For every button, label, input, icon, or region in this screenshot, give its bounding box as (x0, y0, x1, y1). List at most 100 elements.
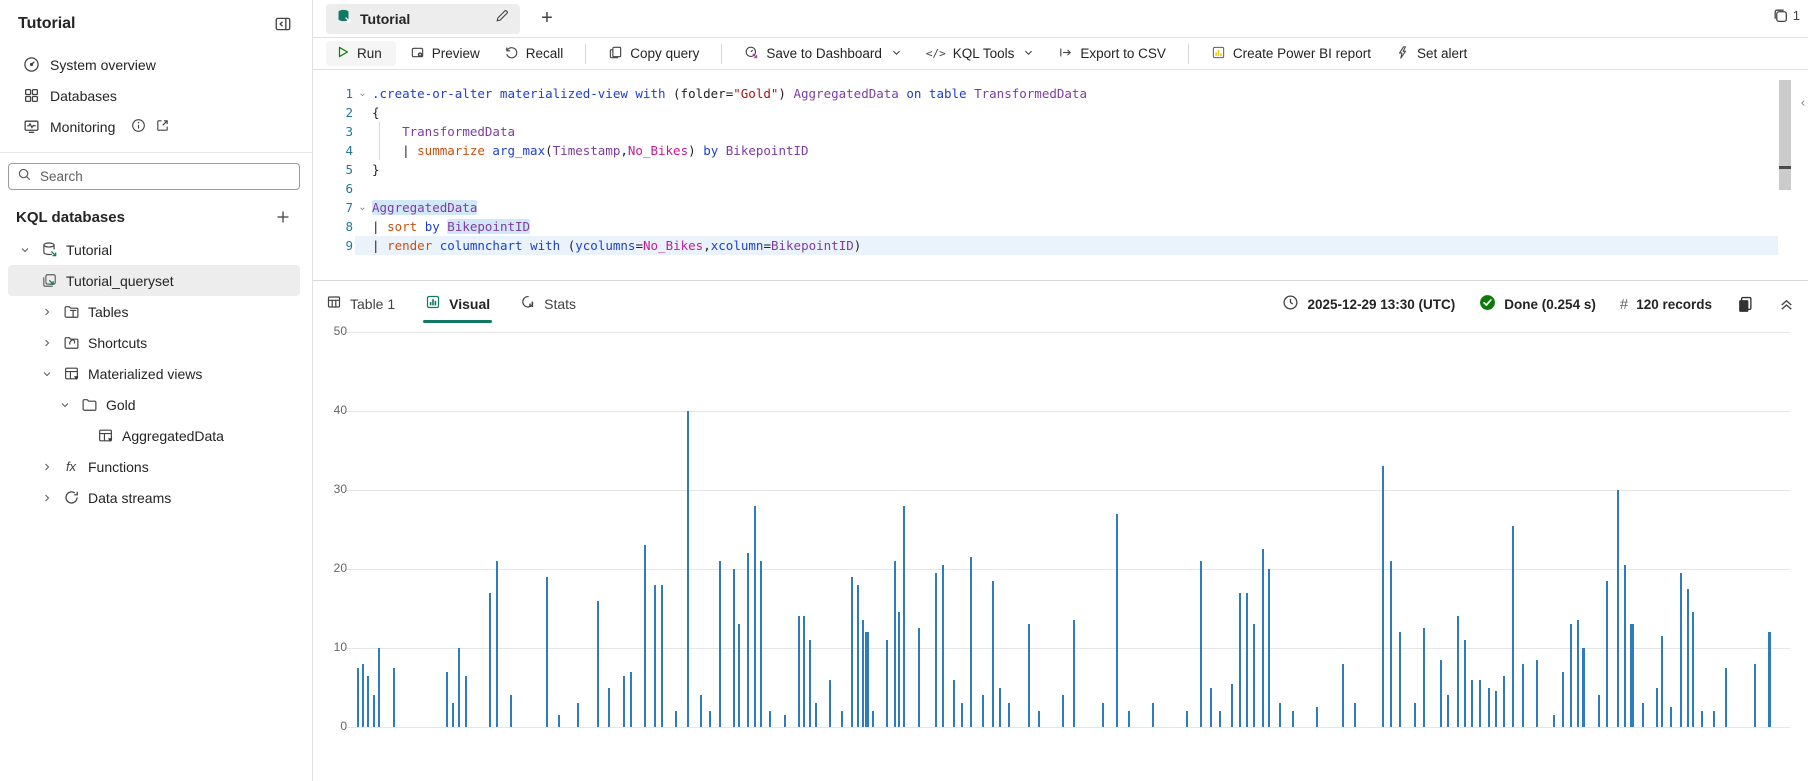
set-alert-button[interactable]: Set alert (1385, 41, 1477, 67)
chevron-right-icon[interactable] (40, 492, 54, 504)
code-text: .create-or-alter materialized-view with … (372, 86, 1087, 101)
chevron-down-icon[interactable] (40, 368, 54, 380)
chevron-right-icon[interactable] (40, 306, 54, 318)
copy-results-icon[interactable] (1736, 295, 1754, 313)
sidebar-nav: System overview Databases Monitoring (0, 45, 312, 144)
export-to-csv-button[interactable]: Export to CSV (1048, 41, 1176, 67)
copy-query-label: Copy query (630, 46, 700, 61)
chart-bar (1422, 628, 1425, 727)
code-line[interactable]: 1 ⌄ .create-or-alter materialized-view wit… (313, 84, 1808, 103)
chart-bar (894, 561, 897, 727)
create-power-bi-report-button[interactable]: Create Power BI report (1201, 41, 1381, 67)
chart-bar (1278, 703, 1281, 727)
chart-bar (1268, 569, 1271, 727)
chart-bar (841, 711, 844, 727)
workspace-title: Tutorial (18, 15, 76, 32)
tree-item-materialized-views[interactable]: Materialized views (8, 358, 300, 389)
fold-chevron-icon[interactable]: ⌄ (358, 202, 367, 213)
code-line[interactable]: 5} (313, 160, 1808, 179)
chart-bar (1606, 580, 1609, 727)
chart-bar (769, 711, 771, 727)
code-line[interactable]: 9 | render columnchart with (ycolumns=No_… (313, 236, 1808, 255)
tree-item-gold-folder[interactable]: Gold (8, 389, 300, 420)
edit-pencil-icon[interactable] (494, 8, 510, 29)
code-text: } (372, 162, 380, 177)
new-tab-button[interactable]: + (541, 7, 553, 29)
search-input[interactable]: Search (8, 163, 300, 190)
collapse-results-icon[interactable] (1778, 296, 1795, 313)
sidebar: Tutorial System overview Databases (0, 0, 313, 781)
chart-bar (1692, 612, 1695, 727)
add-database-icon[interactable] (272, 206, 294, 228)
sidebar-item-monitoring[interactable]: Monitoring (0, 111, 312, 142)
recall-button[interactable]: Recall (494, 41, 574, 67)
tree-item-shortcuts[interactable]: Shortcuts (8, 327, 300, 358)
fold-gutter (353, 179, 372, 198)
search-placeholder: Search (40, 169, 83, 184)
code-lines[interactable]: 1 ⌄ .create-or-alter materialized-view wit… (313, 70, 1808, 255)
info-icon[interactable] (131, 118, 146, 136)
power-bi-icon (1211, 45, 1226, 63)
kql-databases-header: KQL databases (0, 190, 312, 234)
save-to-dashboard-button[interactable]: Save to Dashboard (734, 41, 912, 67)
gridline (346, 489, 1790, 491)
tree-item-data-streams[interactable]: Data streams (8, 482, 300, 513)
kql-tools-button[interactable]: </> KQL Tools (916, 42, 1044, 65)
code-line[interactable]: 3 TransformedData (313, 122, 1808, 141)
code-line[interactable]: 4 | summarize arg_max(Timestamp,No_Bikes… (313, 141, 1808, 160)
code-line[interactable]: 6 (313, 179, 1808, 198)
tree-item-tutorial-db[interactable]: Tutorial (8, 234, 300, 265)
open-tabs-indicator[interactable]: 1 (1772, 7, 1800, 24)
code-editor[interactable]: 1 ⌄ .create-or-alter materialized-view wit… (313, 70, 1808, 280)
preview-label: Preview (431, 46, 480, 61)
chevron-down-icon[interactable] (18, 244, 32, 256)
chart-bar (1354, 703, 1357, 727)
copy-query-button[interactable]: Copy query (598, 41, 709, 67)
tab-visual[interactable]: Visual (423, 294, 493, 323)
tree-item-aggregateddata[interactable]: AggregatedData (8, 420, 300, 451)
line-number: 1 (345, 86, 353, 101)
y-axis-label: 20 (333, 561, 347, 575)
collapse-pane-icon[interactable] (272, 13, 294, 35)
chart-bar (1623, 565, 1626, 727)
sidebar-item-system-overview[interactable]: System overview (0, 49, 312, 80)
chart-bar (1577, 620, 1580, 727)
code-line[interactable]: 2{ (313, 103, 1808, 122)
chart-bar (1754, 663, 1756, 727)
chart-bar (1767, 632, 1771, 727)
chart-bar (1561, 671, 1564, 727)
chart-bar (576, 703, 579, 727)
sidebar-item-databases[interactable]: Databases (0, 80, 312, 111)
chart-bar (1570, 624, 1573, 727)
chart-bar (1210, 687, 1212, 727)
chart-bar (377, 648, 380, 727)
tree-item-tutorial-queryset[interactable]: Tutorial_queryset (8, 265, 300, 296)
code-line[interactable]: 7 ⌄ AggregatedData (313, 198, 1808, 217)
line-number: 2 (345, 105, 353, 120)
tree-item-functions[interactable]: fx Functions (8, 451, 300, 482)
queryset-icon (40, 272, 58, 289)
code-line[interactable]: 8 | sort by BikepointID (313, 217, 1808, 236)
editor-scrollbar[interactable] (1779, 80, 1791, 190)
tab-stats[interactable]: Stats (520, 294, 576, 323)
chevron-right-icon[interactable] (40, 461, 54, 473)
chart-bar (1503, 675, 1506, 727)
chart-bar (1582, 648, 1586, 727)
tree-item-tables[interactable]: Tables (8, 296, 300, 327)
collapse-editor-icon[interactable]: ‹ (1799, 96, 1807, 111)
query-tab-tutorial[interactable]: Tutorial (326, 3, 520, 34)
chart-bar (760, 561, 763, 727)
fold-chevron-icon[interactable]: ⌄ (358, 88, 367, 99)
chevron-right-icon[interactable] (40, 337, 54, 349)
run-button[interactable]: Run (326, 41, 396, 66)
chevron-down-icon[interactable] (58, 399, 72, 411)
line-number: 7 (345, 200, 353, 215)
chart-bar (465, 675, 468, 727)
line-number: 6 (345, 181, 353, 196)
preview-button[interactable]: Preview (400, 41, 490, 67)
chart-bar (918, 628, 921, 727)
chart-bar (738, 624, 741, 727)
open-external-icon[interactable] (155, 118, 170, 136)
tab-table-1[interactable]: Table 1 (326, 294, 395, 323)
tab-label: Visual (449, 295, 491, 312)
